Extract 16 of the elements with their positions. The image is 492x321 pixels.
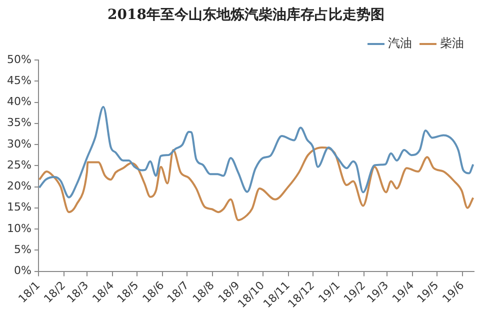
y-tick-label: 0% <box>14 264 32 278</box>
y-tick-label: 50% <box>6 52 32 66</box>
legend-label: 汽油 <box>388 36 412 50</box>
line-series <box>38 146 474 222</box>
y-tick-label: 35% <box>6 116 32 130</box>
legend-label: 柴油 <box>440 36 464 50</box>
y-tick-label: 25% <box>6 158 32 172</box>
chart-title: 2018年至今山东地炼汽柴油库存占比走势图 <box>106 6 386 24</box>
y-tick-label: 30% <box>6 137 32 150</box>
y-tick-label: 5% <box>14 242 32 256</box>
y-tick-label: 15% <box>6 200 32 214</box>
y-tick-label: 20% <box>6 180 32 193</box>
line-series <box>38 106 474 198</box>
y-tick-label: 45% <box>6 74 32 87</box>
y-tick-label: 10% <box>6 222 32 235</box>
y-tick-label: 40% <box>6 95 32 108</box>
